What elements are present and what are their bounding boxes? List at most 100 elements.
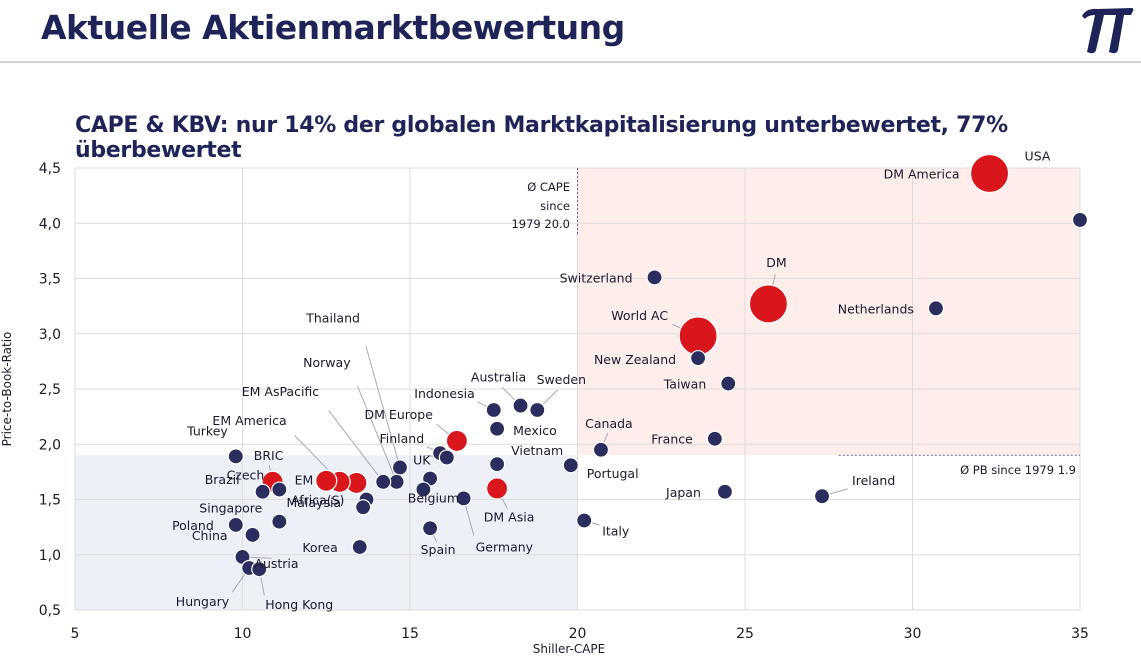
label-leader — [328, 410, 384, 483]
point-label: Turkey — [186, 423, 228, 438]
point-label: Indonesia — [414, 386, 474, 401]
point-label: Poland — [172, 518, 214, 533]
y-tick-label: 2,0 — [39, 437, 61, 453]
x-axis-title: Shiller-CAPE — [533, 642, 606, 656]
point-label: Mexico — [513, 423, 557, 438]
point-label: Malaysia — [286, 495, 341, 510]
country-marker — [391, 459, 409, 476]
y-tick-label: 2,5 — [39, 382, 61, 398]
point-label: New Zealand — [594, 352, 676, 367]
y-tick-label: 1,5 — [39, 493, 61, 509]
aggregate-marker — [315, 469, 338, 492]
country-marker — [388, 473, 405, 490]
point-label: Canada — [585, 416, 633, 431]
country-marker — [485, 401, 502, 419]
country-marker — [489, 456, 506, 473]
aggregate-marker — [445, 429, 468, 453]
point-label: Norway — [303, 355, 351, 370]
country-marker — [927, 300, 945, 317]
country-marker — [227, 516, 244, 534]
point-label: Italy — [602, 523, 630, 538]
country-marker — [562, 457, 579, 474]
x-tick-label: 15 — [401, 626, 419, 642]
point-label: Japan — [665, 485, 701, 500]
point-label: EM America — [212, 413, 286, 428]
point-label: Sweden — [537, 372, 586, 387]
point-label: Portugal — [587, 466, 639, 481]
country-marker — [489, 420, 506, 437]
point-label: EM AsPacific — [242, 384, 320, 399]
country-marker — [351, 538, 368, 556]
country-marker — [720, 375, 737, 392]
point-label: Austria — [254, 556, 298, 571]
label-leader — [357, 385, 398, 483]
point-label: Australia — [471, 370, 526, 385]
scatter-chart: Ø CAPE since 1979 20.0 Ø PB since 1979 1.9 5… — [0, 149, 1089, 656]
country-marker — [422, 520, 439, 537]
cape-average-label: Ø CAPE — [527, 180, 570, 194]
label-leader — [365, 346, 401, 468]
country-marker — [375, 473, 392, 490]
point-label: Netherlands — [838, 301, 914, 316]
country-marker — [813, 488, 831, 505]
y-tick-label: 3,0 — [39, 327, 61, 343]
point-label: Brazil — [205, 472, 240, 487]
point-label: DM — [766, 255, 786, 270]
point-label: EM — [295, 473, 314, 488]
point-label: Germany — [476, 539, 534, 554]
point-label: Africa(S) — [291, 493, 344, 508]
point-label: UK — [413, 453, 431, 468]
country-marker — [244, 526, 261, 543]
point-label: Thailand — [305, 310, 360, 325]
point-label: Finland — [379, 431, 424, 446]
x-tick-label: 5 — [71, 626, 80, 642]
country-marker — [512, 397, 529, 414]
country-marker — [355, 499, 372, 516]
country-marker — [706, 430, 723, 447]
point-label: France — [651, 432, 693, 447]
country-marker — [716, 483, 734, 500]
y-axis-title: Price-to-Book-Ratio — [0, 332, 14, 447]
point-label: Ireland — [852, 473, 895, 488]
point-label: DM Europe — [365, 407, 434, 422]
point-label: Hungary — [176, 594, 230, 609]
country-marker — [529, 401, 546, 419]
country-marker — [576, 512, 593, 529]
country-marker — [438, 449, 455, 466]
point-label: Czech — [227, 468, 265, 483]
aggregate-marker — [678, 316, 718, 356]
overvalued-zone — [577, 168, 1080, 456]
point-label: Vietnam — [511, 443, 563, 458]
country-marker — [689, 349, 707, 367]
country-marker — [1071, 211, 1089, 229]
y-tick-label: 3,5 — [39, 272, 61, 288]
aggregate-marker — [748, 284, 789, 324]
aggregate-marker — [486, 477, 509, 500]
y-tick-label: 1,0 — [39, 548, 61, 564]
x-tick-label: 25 — [736, 626, 754, 642]
point-label: Spain — [421, 542, 456, 557]
y-tick-label: 4,5 — [39, 161, 61, 177]
point-label: Taiwan — [663, 376, 707, 391]
point-label: Belgium — [408, 491, 459, 506]
point-label: DM Asia — [484, 509, 535, 524]
country-marker — [592, 441, 610, 458]
pi-logo — [1082, 8, 1134, 54]
point-label: USA — [1025, 149, 1051, 164]
point-label: BRIC — [254, 448, 284, 463]
country-marker — [455, 490, 472, 507]
page-title: Aktuelle Aktienmarktbewertung — [41, 8, 625, 47]
country-marker — [251, 561, 268, 578]
chart-subtitle: CAPE & KBV: nur 14% der globalen Marktka… — [75, 113, 1008, 163]
cape-average-label: since — [540, 199, 570, 213]
x-tick-label: 10 — [234, 626, 252, 642]
pb-average-label: Ø PB since 1979 1.9 — [960, 463, 1076, 477]
aggregate-marker — [969, 153, 1010, 194]
y-tick-label: 0,5 — [39, 603, 61, 619]
country-marker — [271, 513, 288, 530]
x-tick-label: 35 — [1071, 626, 1089, 642]
point-label: Singapore — [199, 501, 262, 516]
y-tick-label: 4,0 — [39, 216, 61, 232]
point-label: China — [192, 528, 228, 543]
country-marker — [254, 483, 271, 500]
